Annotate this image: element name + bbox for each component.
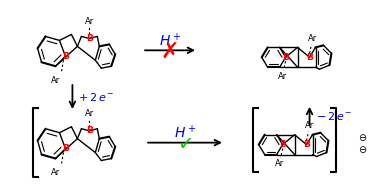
Text: B: B — [62, 144, 69, 153]
Text: B: B — [306, 53, 313, 62]
Text: B: B — [86, 126, 93, 135]
Text: Ar: Ar — [85, 17, 94, 26]
Text: Ar: Ar — [85, 109, 94, 118]
Text: $\mathit{H}^+$: $\mathit{H}^+$ — [159, 32, 181, 49]
Text: Ar: Ar — [278, 72, 287, 81]
Text: Ar: Ar — [305, 121, 314, 130]
Text: B: B — [86, 34, 93, 43]
Text: ⊖: ⊖ — [358, 133, 366, 143]
Text: B: B — [282, 53, 289, 62]
Text: Ar: Ar — [275, 159, 284, 168]
Text: $\mathit{H}^+$: $\mathit{H}^+$ — [174, 124, 196, 141]
Text: Ar: Ar — [308, 34, 317, 43]
Text: Ar: Ar — [51, 168, 60, 177]
Text: B: B — [279, 140, 286, 149]
Text: $-\,2\,e^-$: $-\,2\,e^-$ — [316, 110, 352, 122]
Text: ✗: ✗ — [161, 42, 179, 62]
Text: ✓: ✓ — [177, 135, 193, 154]
Text: B: B — [303, 140, 310, 149]
Text: $+\,2\,e^-$: $+\,2\,e^-$ — [78, 91, 115, 103]
Text: ⊖: ⊖ — [358, 145, 366, 155]
Text: Ar: Ar — [51, 76, 60, 85]
Text: B: B — [62, 52, 69, 61]
